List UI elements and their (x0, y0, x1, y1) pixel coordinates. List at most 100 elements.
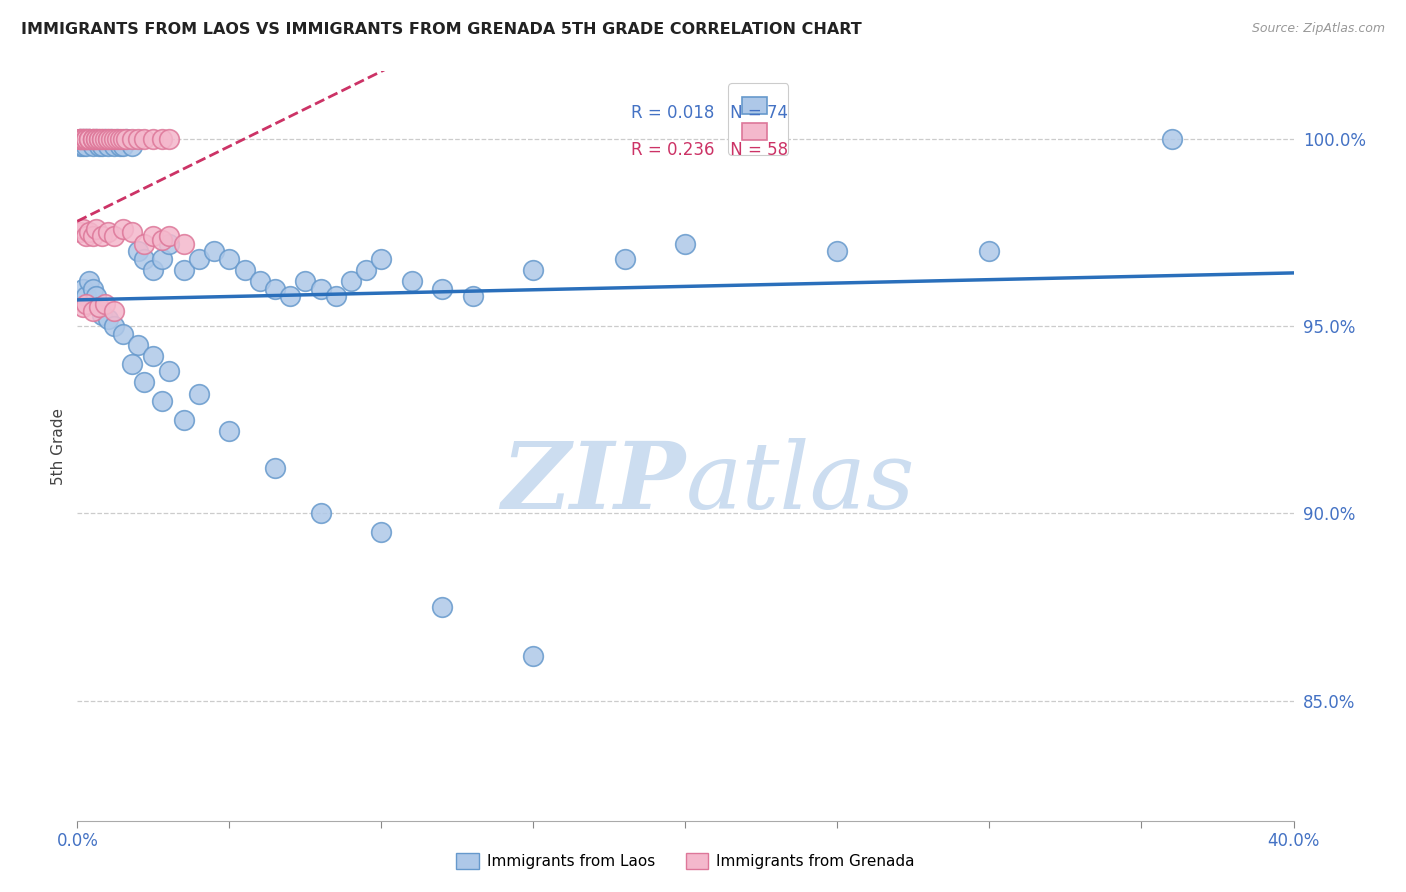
Point (401, 274, 423, 288)
Text: IMMIGRANTS FROM LAOS VS IMMIGRANTS FROM GRENADA 5TH GRADE CORRELATION CHART: IMMIGRANTS FROM LAOS VS IMMIGRANTS FROM … (21, 22, 862, 37)
Point (142, 229, 165, 244)
Point (84, 132, 107, 146)
Point (82, 282, 104, 296)
Point (84, 132, 107, 146)
Text: R = 0.236   N = 58: R = 0.236 N = 58 (631, 141, 787, 159)
Point (105, 132, 128, 146)
Point (97, 311, 120, 326)
Point (613, 252, 636, 266)
Point (111, 326, 134, 341)
Point (157, 364, 180, 378)
Point (79, 132, 101, 146)
Point (827, 244, 849, 259)
Point (82, 132, 104, 146)
Point (72, 132, 94, 146)
Point (173, 236, 195, 251)
Point (75, 132, 97, 146)
Point (121, 226, 143, 240)
Point (111, 221, 134, 235)
Text: R = 0.018   N = 74: R = 0.018 N = 74 (631, 103, 787, 121)
Point (115, 132, 138, 146)
Point (134, 376, 156, 390)
Point (82, 304, 104, 318)
Point (82, 229, 104, 244)
Point (75, 139, 97, 153)
Point (522, 263, 544, 277)
Point (105, 132, 128, 146)
Point (249, 274, 271, 288)
Point (87, 301, 110, 315)
Text: ZIP: ZIP (501, 439, 686, 528)
Point (79, 132, 101, 146)
Point (111, 132, 134, 146)
Point (134, 252, 156, 266)
Point (173, 413, 195, 427)
Point (72, 139, 94, 153)
Point (90, 229, 112, 244)
Point (111, 139, 134, 153)
Point (72, 282, 94, 296)
Point (97, 132, 120, 146)
Point (103, 139, 125, 153)
Point (72, 132, 94, 146)
Point (218, 252, 240, 266)
Point (127, 244, 149, 259)
Point (87, 301, 110, 315)
Point (142, 349, 165, 363)
Point (103, 319, 125, 334)
Point (264, 282, 287, 296)
Point (72, 132, 94, 146)
Point (75, 132, 97, 146)
Point (90, 308, 112, 322)
Point (75, 296, 97, 310)
Point (309, 282, 332, 296)
Point (1161, 132, 1184, 146)
Point (309, 507, 332, 521)
Point (87, 139, 110, 153)
Point (79, 132, 101, 146)
Point (134, 132, 156, 146)
Point (69, 139, 91, 153)
Point (294, 274, 316, 288)
Point (90, 132, 112, 146)
Point (87, 132, 110, 146)
Point (354, 263, 377, 277)
Point (103, 229, 125, 244)
Point (115, 132, 138, 146)
Point (340, 274, 363, 288)
Point (93, 132, 115, 146)
Point (82, 132, 104, 146)
Point (127, 338, 149, 352)
Point (157, 236, 180, 251)
Point (430, 600, 453, 615)
Point (430, 282, 453, 296)
Point (79, 226, 101, 240)
Point (157, 132, 180, 146)
Point (69, 132, 91, 146)
Point (72, 221, 94, 235)
Point (103, 304, 125, 318)
Point (152, 132, 174, 146)
Point (75, 289, 97, 303)
Point (93, 296, 115, 310)
Point (100, 132, 122, 146)
Legend: Immigrants from Laos, Immigrants from Grenada: Immigrants from Laos, Immigrants from Gr… (449, 846, 922, 877)
Point (84, 221, 107, 235)
Point (233, 263, 256, 277)
Point (121, 139, 143, 153)
Point (675, 236, 697, 251)
Point (522, 648, 544, 663)
Text: Source: ZipAtlas.com: Source: ZipAtlas.com (1251, 22, 1385, 36)
Point (121, 357, 143, 371)
Point (69, 132, 91, 146)
Point (90, 132, 112, 146)
Point (82, 139, 104, 153)
Point (82, 132, 104, 146)
Point (75, 229, 97, 244)
Point (72, 132, 94, 146)
Point (97, 226, 120, 240)
Point (93, 132, 115, 146)
Point (134, 236, 156, 251)
Point (157, 229, 180, 244)
Point (142, 263, 165, 277)
